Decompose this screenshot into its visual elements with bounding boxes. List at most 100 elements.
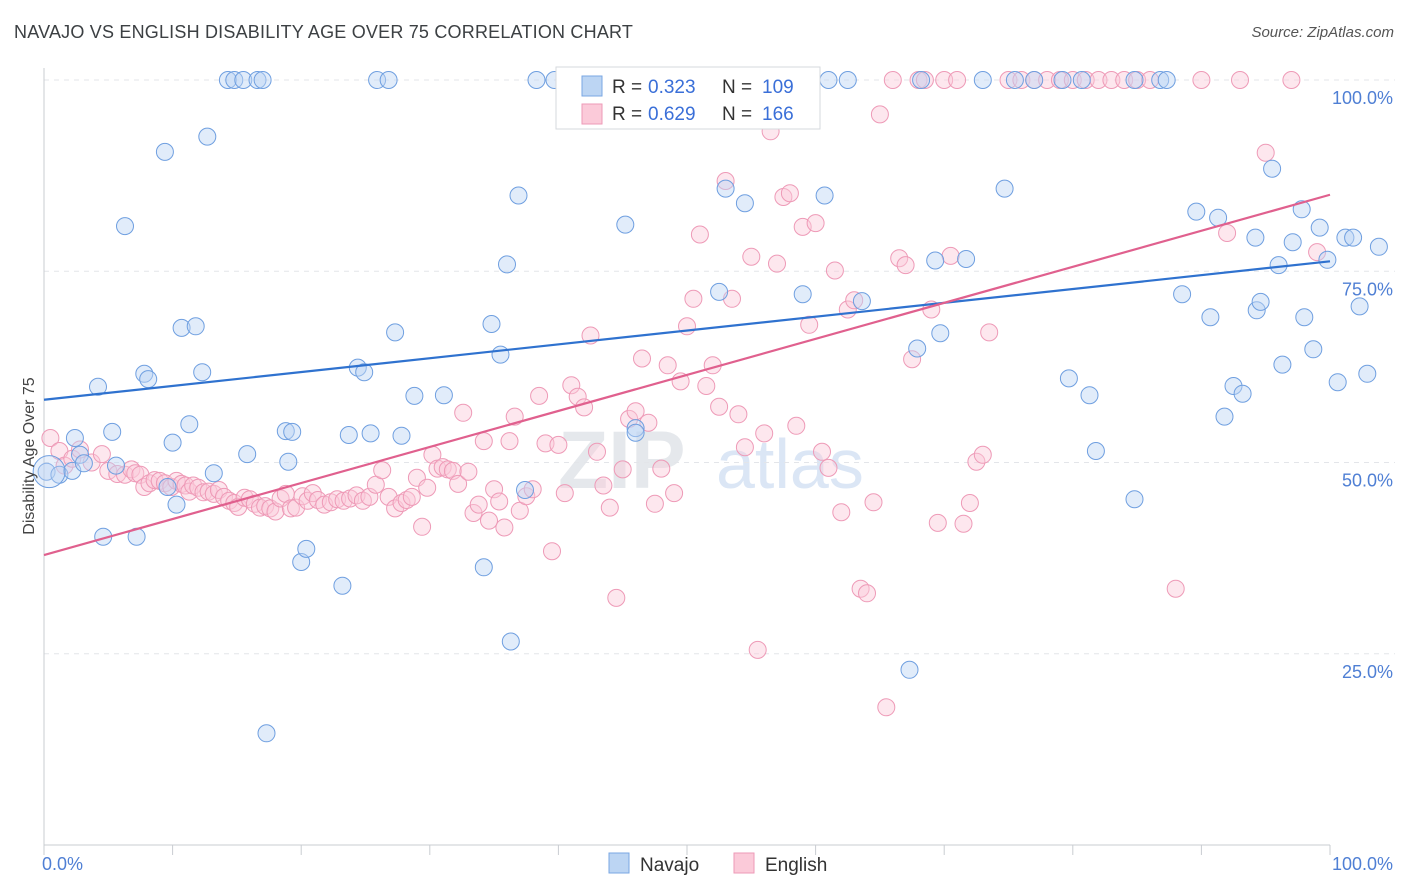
trend-lines (43, 193, 1331, 557)
y-axis-label: Disability Age Over 75 (21, 377, 38, 535)
english-point-96 (594, 476, 613, 495)
navajo-point-114 (1358, 364, 1377, 383)
navajo-point-50 (498, 255, 516, 274)
navajo-point-19 (180, 415, 199, 434)
navajo-point-91 (1173, 285, 1192, 304)
english-point-106 (658, 356, 677, 375)
english-point-146 (915, 71, 934, 89)
english-point-115 (716, 172, 735, 190)
english-point-71 (449, 474, 468, 493)
navajo-point-82 (1053, 71, 1072, 89)
english-point-19 (167, 471, 186, 490)
english-point-171 (1218, 224, 1237, 242)
english-point-139 (870, 105, 889, 124)
legend-bottom-label-navajo: Navajo (640, 855, 699, 876)
english-point-152 (954, 514, 973, 533)
navajo-point-72 (900, 660, 919, 679)
navajo-point-98 (1246, 228, 1265, 247)
navajo-point-46 (434, 386, 453, 405)
english-point-166 (1115, 71, 1134, 89)
navajo-point-16 (163, 433, 182, 452)
english-point-4 (71, 440, 89, 459)
english-point-170 (1192, 71, 1211, 89)
english-point-89 (549, 435, 568, 454)
navajo-point-26 (234, 71, 253, 89)
navajo-point-84 (1072, 71, 1091, 89)
navajo-point-83 (1059, 369, 1078, 388)
english-point-114 (710, 397, 729, 416)
english-point-99 (613, 460, 632, 479)
english-point-120 (748, 640, 767, 659)
english-point-85 (523, 480, 542, 499)
navajo-point-47 (474, 558, 493, 577)
navajo-point-4 (71, 445, 89, 464)
navajo-point-107 (1304, 340, 1323, 359)
english-point-133 (832, 503, 851, 522)
english-point-88 (543, 542, 561, 561)
navajo-point-13 (139, 370, 158, 389)
navajo-point-39 (355, 363, 374, 382)
english-point-160 (1038, 71, 1057, 89)
navajo-point-17 (167, 495, 186, 514)
legend-r-value-navajo: 0.323 (648, 77, 696, 98)
navajo-point-6 (89, 377, 107, 396)
english-point-121 (755, 424, 774, 443)
navajo-point-51 (501, 632, 520, 651)
english-point-142 (890, 249, 909, 268)
english-point-165 (1102, 71, 1121, 89)
english-point-169 (1166, 579, 1185, 598)
navajo-point-15 (158, 478, 177, 496)
english-point-102 (633, 349, 651, 368)
legend-r-label-english: R = (612, 104, 642, 125)
navajo-point-96 (1224, 377, 1243, 395)
navajo-point-64 (716, 179, 735, 198)
english-point-43 (287, 498, 306, 517)
legend-bottom-label-english: English (765, 855, 827, 876)
navajo-point-73 (908, 339, 927, 358)
y-tick-label-50: 50.0% (1342, 471, 1393, 491)
navajo-trend-line (43, 260, 1331, 401)
navajo-point-68 (815, 186, 834, 205)
english-point-91 (562, 376, 581, 395)
english-point-50 (328, 490, 347, 509)
english-point-62 (402, 487, 421, 506)
axes (43, 68, 1330, 846)
english-point-156 (980, 323, 999, 342)
navajo-point-75 (926, 251, 945, 270)
english-point-129 (806, 214, 825, 233)
navajo-point-70 (838, 71, 857, 89)
navajo-point-93 (1201, 308, 1220, 327)
english-point-57 (373, 461, 392, 480)
english-point-77 (480, 511, 498, 530)
navajo-point-29 (253, 71, 272, 89)
navajo-point-30 (257, 724, 276, 743)
navajo-point-57 (616, 215, 635, 234)
english-point-97 (600, 498, 619, 517)
navajo-point-115 (1369, 237, 1388, 256)
english-point-157 (999, 71, 1018, 89)
navajo-point-cluster (32, 455, 66, 489)
x-tick-label-min: 0.0% (42, 854, 83, 874)
navajo-point-8 (103, 422, 122, 441)
navajo-point-113 (1350, 297, 1369, 316)
english-point-81 (500, 432, 519, 451)
english-point-0 (41, 429, 60, 447)
navajo-point-95 (1215, 407, 1234, 426)
english-point-155 (973, 445, 992, 464)
navajo-point-48 (482, 315, 501, 333)
navajo-point-58 (626, 419, 645, 438)
english-point-136 (851, 579, 870, 598)
navajo-point-99 (1247, 301, 1266, 320)
english-point-42 (281, 499, 300, 518)
english-point-173 (1256, 143, 1275, 162)
navajo-point-106 (1295, 308, 1314, 327)
english-point-158 (1012, 71, 1031, 89)
navajo-point-69 (819, 71, 838, 89)
english-point-87 (536, 434, 555, 453)
english-point-117 (729, 405, 748, 424)
english-point-126 (787, 416, 806, 435)
navajo-point-89 (1151, 71, 1170, 89)
english-point-65 (418, 478, 437, 497)
navajo-point-85 (1080, 386, 1099, 405)
navajo-point-81 (1025, 71, 1044, 89)
